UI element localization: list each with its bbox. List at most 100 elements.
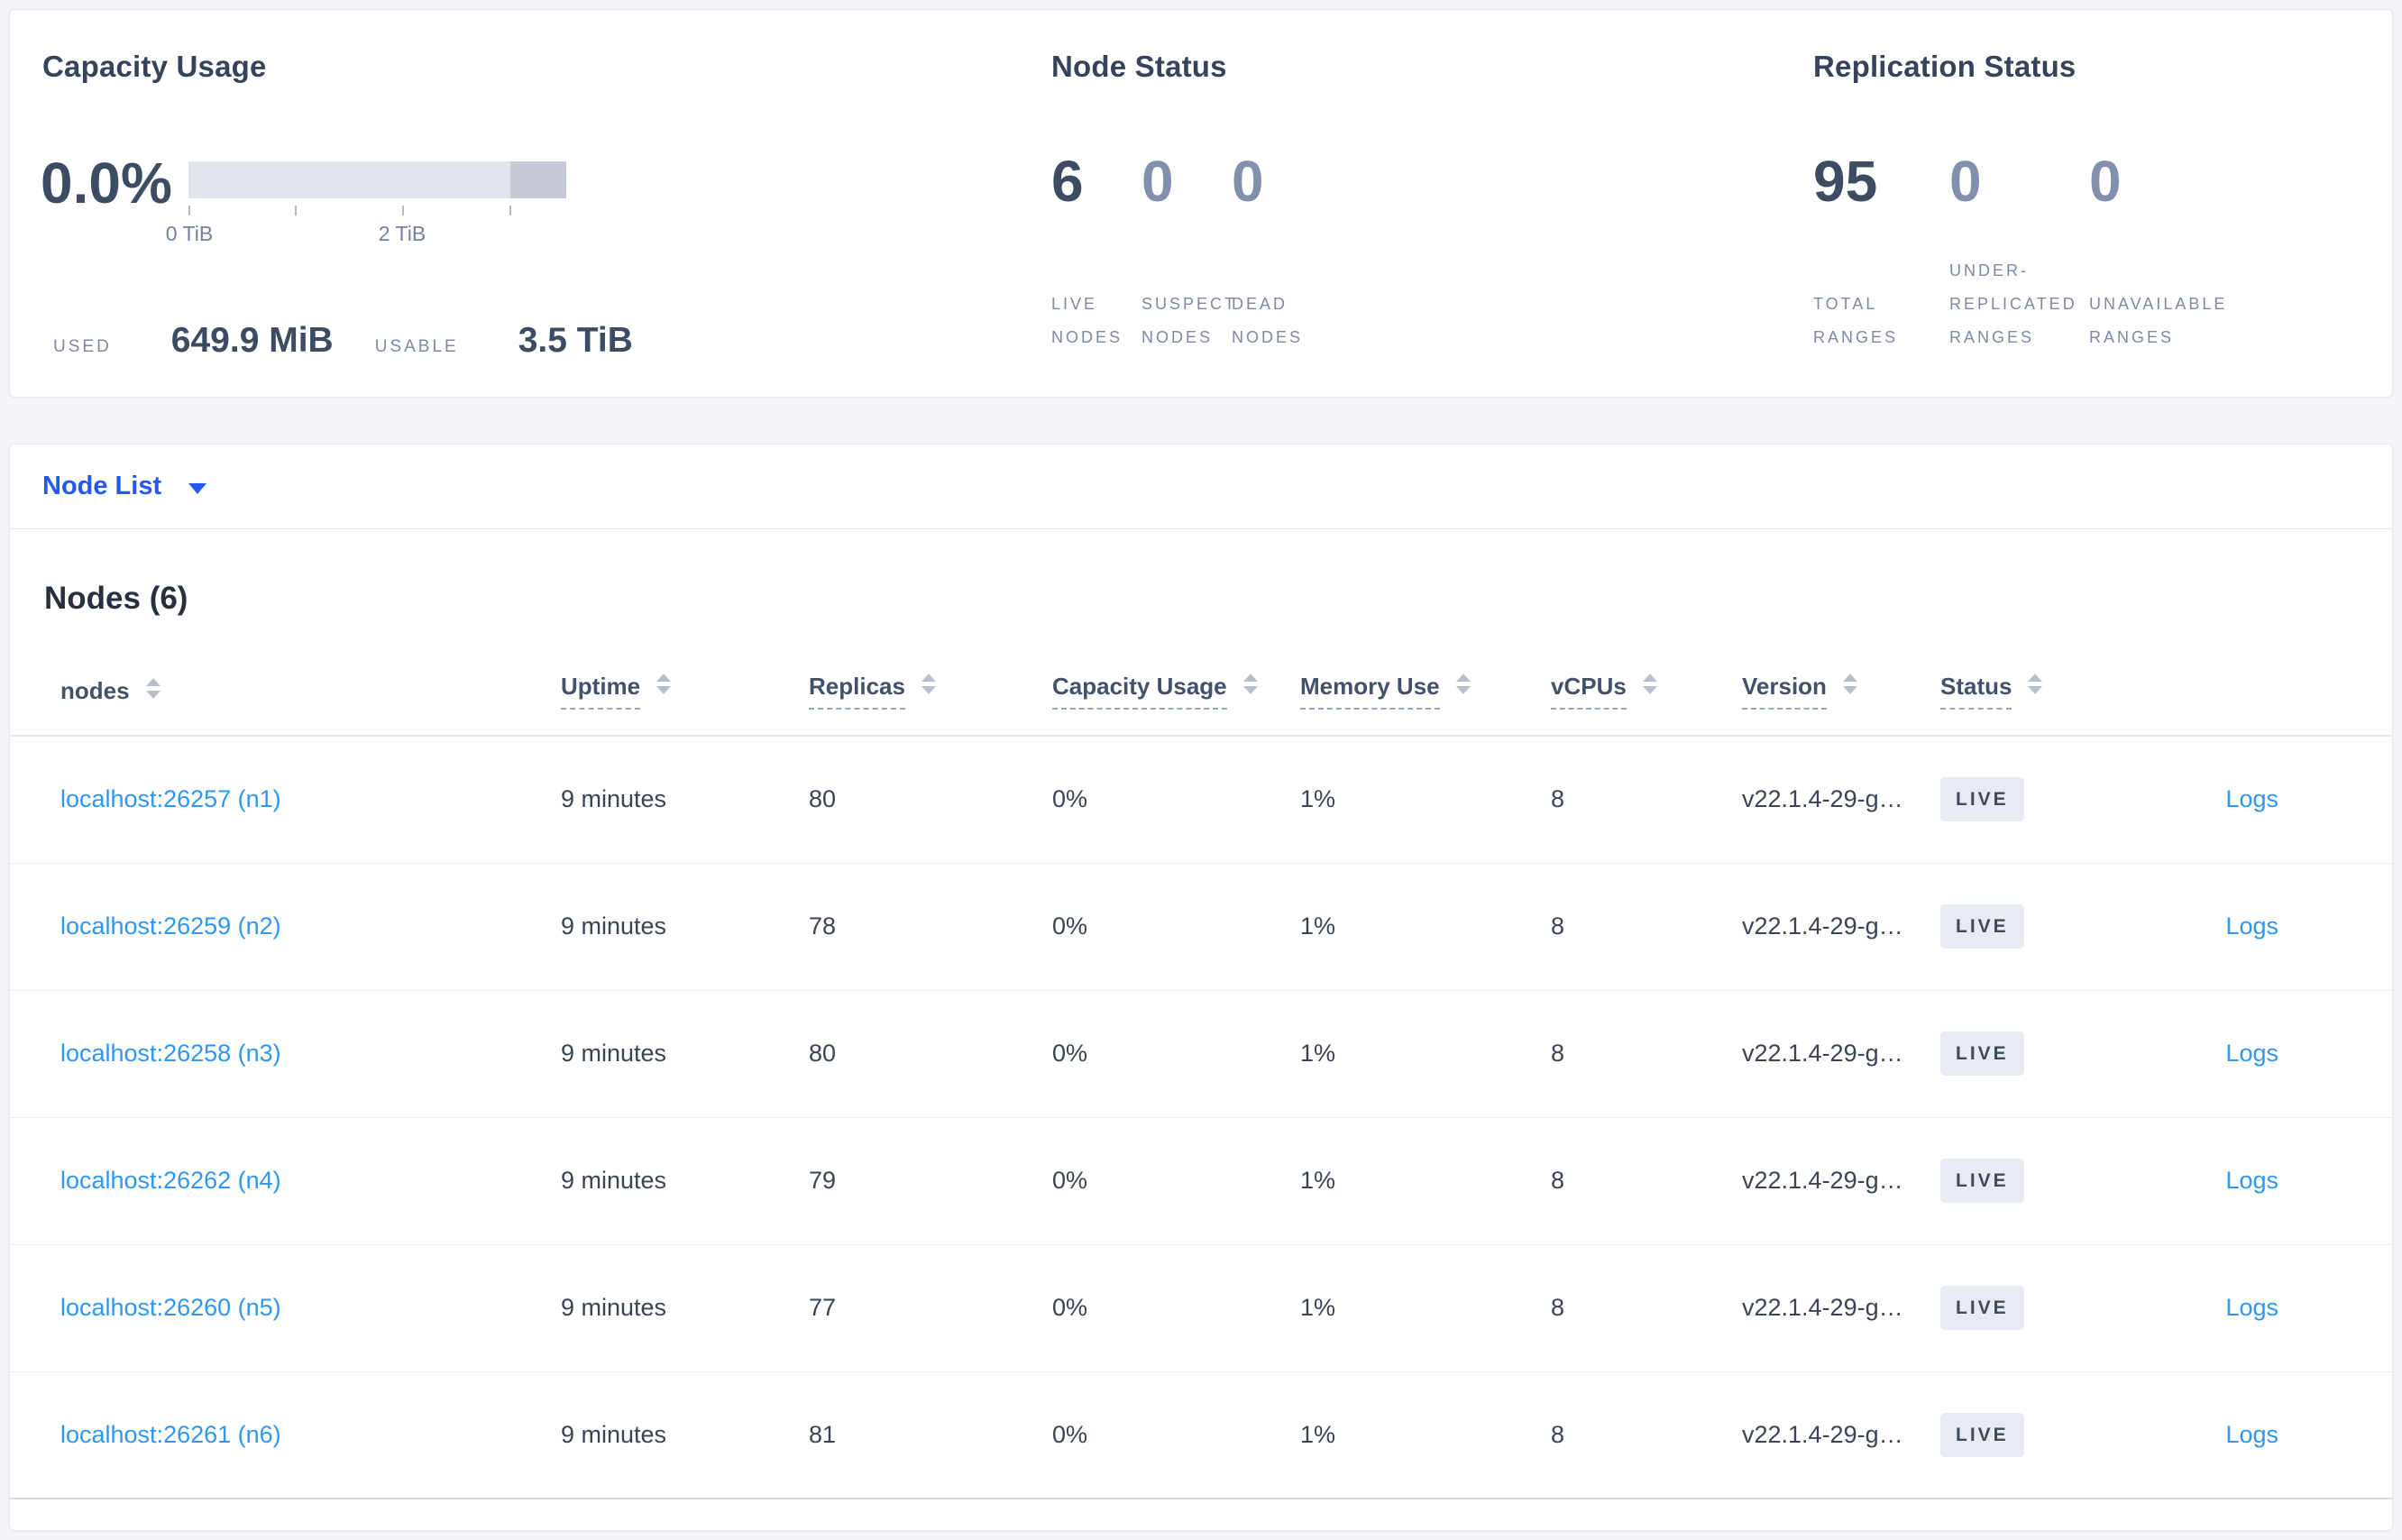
used-value: 649.9 MiB — [170, 321, 334, 360]
sort-down-icon — [1642, 686, 1657, 695]
table-column-header[interactable]: Status — [1939, 646, 2156, 737]
usable-label: USABLE — [374, 337, 459, 356]
version-cell: v22.1.4-29-g… — [1741, 863, 1939, 991]
capacity-bar: 0 TiB 2 TiB — [166, 161, 566, 245]
vcpus-cell: 8 — [1550, 863, 1741, 991]
stat-value: 0 — [1141, 149, 1174, 214]
capacity-usage-cell: 0% — [1051, 736, 1299, 864]
logs-link[interactable]: Logs — [2225, 1294, 2278, 1321]
sort-up-icon — [921, 674, 936, 683]
table-column-header[interactable]: Uptime — [560, 646, 808, 737]
column-label: Version — [1742, 673, 1827, 710]
stat-label: LIVE NODES — [1051, 295, 1123, 346]
replicas-cell: 79 — [808, 1117, 1051, 1245]
sort-icon[interactable] — [656, 674, 672, 695]
sort-icon[interactable] — [921, 674, 936, 695]
sort-down-icon — [1242, 686, 1258, 695]
table-column-header[interactable]: Replicas — [808, 646, 1051, 737]
sort-up-icon — [1842, 674, 1857, 683]
node-address-link[interactable]: localhost:26261 (n6) — [60, 1420, 281, 1448]
version-cell: v22.1.4-29-g… — [1741, 1117, 1939, 1245]
capacity-usage-cell: 0% — [1051, 1244, 1299, 1372]
table-row: localhost:26258 (n3) 9 minutes 80 0% 1% … — [10, 990, 2392, 1118]
table-column-header[interactable]: nodes — [10, 646, 560, 737]
node-list-dropdown-label: Node List — [42, 472, 162, 500]
chevron-down-icon — [188, 483, 207, 494]
used-label: USED — [53, 337, 112, 356]
axis-tick-label: 0 TiB — [165, 222, 214, 245]
uptime-cell: 9 minutes — [560, 1371, 808, 1499]
version-cell: v22.1.4-29-g… — [1741, 1244, 1939, 1372]
sort-down-icon — [1455, 686, 1471, 695]
stat: 0 UNDER- REPLICATED RANGES — [1949, 152, 2077, 354]
node-list-dropdown[interactable]: Node List — [42, 472, 207, 501]
logs-link[interactable]: Logs — [2225, 1420, 2278, 1448]
axis-tick — [509, 206, 511, 215]
vcpus-cell: 8 — [1550, 1371, 1741, 1499]
sort-up-icon — [145, 678, 160, 687]
stat: 6 LIVE NODES — [1051, 152, 1123, 354]
logs-link[interactable]: Logs — [2225, 1040, 2278, 1067]
table-column-header[interactable] — [2156, 646, 2392, 737]
uptime-cell: 9 minutes — [560, 736, 808, 864]
memory-use-cell: 1% — [1299, 1371, 1550, 1499]
axis-tick — [295, 206, 297, 215]
version-cell: v22.1.4-29-g… — [1741, 1371, 1939, 1499]
vcpus-cell: 8 — [1550, 1117, 1741, 1245]
table-column-header[interactable]: Version — [1741, 646, 1939, 737]
stat: 0 SUSPECT NODES — [1141, 152, 1237, 354]
column-label: nodes — [60, 676, 130, 704]
node-address-link[interactable]: localhost:26262 (n4) — [60, 1167, 281, 1194]
vcpus-cell: 8 — [1550, 736, 1741, 864]
memory-use-cell: 1% — [1299, 736, 1550, 864]
replicas-cell: 80 — [808, 990, 1051, 1118]
vcpus-cell: 8 — [1550, 1244, 1741, 1372]
axis-tick-label: 2 TiB — [378, 222, 426, 245]
logs-link[interactable]: Logs — [2225, 912, 2278, 940]
stat-value: 0 — [1232, 149, 1264, 214]
table-column-header[interactable]: Capacity Usage — [1051, 646, 1299, 737]
nodes-table: nodes Uptime Replicas Capacity Usage Mem… — [10, 646, 2392, 1499]
capacity-usage-cell: 0% — [1051, 1117, 1299, 1245]
uptime-cell: 9 minutes — [560, 1117, 808, 1245]
sort-up-icon — [1242, 674, 1258, 683]
capacity-bar-used-segment — [510, 161, 566, 198]
sort-icon[interactable] — [1455, 674, 1471, 695]
replicas-cell: 80 — [808, 736, 1051, 864]
logs-link[interactable]: Logs — [2225, 1167, 2278, 1194]
vcpus-cell: 8 — [1550, 990, 1741, 1118]
node-list-panel: Node List Nodes (6) nodes Uptime Replica… — [9, 444, 2393, 1531]
table-column-header[interactable]: Memory Use — [1299, 646, 1550, 737]
replication-status-stats: 95 TOTAL RANGES 0 UNDER- REPLICATED RANG… — [1813, 149, 2392, 354]
stat-value: 0 — [1949, 149, 1982, 214]
capacity-usage-cell: 0% — [1051, 1371, 1299, 1499]
node-address-link[interactable]: localhost:26257 (n1) — [60, 785, 281, 813]
sort-up-icon — [2028, 674, 2043, 683]
node-address-link[interactable]: localhost:26259 (n2) — [60, 912, 281, 940]
logs-link[interactable]: Logs — [2225, 785, 2278, 813]
uptime-cell: 9 minutes — [560, 863, 808, 991]
sort-down-icon — [145, 691, 160, 700]
stat-value: 95 — [1813, 149, 1878, 214]
table-column-header[interactable]: vCPUs — [1550, 646, 1741, 737]
sort-icon[interactable] — [1642, 674, 1657, 695]
sort-icon[interactable] — [1842, 674, 1857, 695]
nodes-section: Nodes (6) nodes Uptime Replicas Capacity… — [10, 580, 2392, 1499]
stat: 0 DEAD NODES — [1232, 152, 1303, 354]
stat-label: UNDER- REPLICATED RANGES — [1949, 261, 2077, 346]
sort-icon[interactable] — [2028, 674, 2043, 695]
capacity-usage-cell: 0% — [1051, 863, 1299, 991]
sort-down-icon — [921, 686, 936, 695]
cluster-overview-panel: Capacity Usage 0.0% 0 TiB 2 TiB USED 649… — [9, 9, 2393, 398]
sort-icon[interactable] — [1242, 674, 1258, 695]
uptime-cell: 9 minutes — [560, 990, 808, 1118]
node-address-link[interactable]: localhost:26258 (n3) — [60, 1040, 281, 1067]
stat-label: DEAD NODES — [1232, 295, 1304, 346]
node-address-link[interactable]: localhost:26260 (n5) — [60, 1294, 281, 1321]
status-badge: LIVE — [1940, 904, 2024, 949]
column-label: Status — [1940, 673, 2012, 710]
sort-icon[interactable] — [145, 678, 160, 700]
stat-label: UNAVAILABLE RANGES — [2089, 295, 2228, 346]
view-selector-bar: Node List — [10, 445, 2392, 529]
column-label: Memory Use — [1300, 673, 1440, 710]
